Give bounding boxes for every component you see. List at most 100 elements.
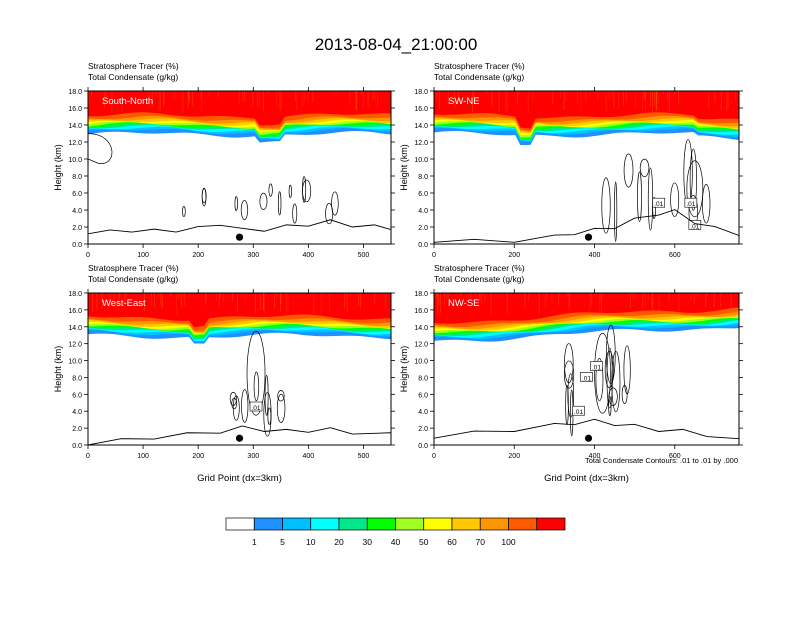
y-tick-label: 2.0 xyxy=(72,426,82,433)
tracer-streak xyxy=(545,293,546,308)
tracer-streak xyxy=(667,91,668,101)
tracer-streak xyxy=(656,91,657,102)
y-tick-label: 2.0 xyxy=(72,225,82,232)
tracer-streak xyxy=(91,91,92,96)
panel-sw-ne: Stratosphere Tracer (%)Total Condensate … xyxy=(399,61,743,259)
tracer-streak xyxy=(181,293,182,307)
x-tick-label: 300 xyxy=(247,252,259,259)
plot-area: .01 xyxy=(88,293,391,445)
tracer-streak xyxy=(654,91,655,106)
y-tick-label: 8.0 xyxy=(418,174,428,181)
tracer-streak xyxy=(707,293,708,297)
tracer-streak xyxy=(335,91,336,96)
tracer-streak xyxy=(375,91,376,102)
tracer-streak xyxy=(358,293,359,306)
tracer-streak xyxy=(668,293,669,301)
x-tick-label: 0 xyxy=(432,252,436,259)
y-tick-label: 14.0 xyxy=(68,123,82,130)
x-tick-label: 400 xyxy=(589,252,601,259)
tracer-streak xyxy=(209,91,210,96)
colorbar-swatch xyxy=(480,518,508,530)
y-tick-label: 4.0 xyxy=(72,208,82,215)
y-tick-label: 2.0 xyxy=(418,225,428,232)
tracer-streak xyxy=(302,91,303,106)
tracer-streak xyxy=(160,91,161,110)
contour-note: Total Condensate Contours: .01 to .01 by… xyxy=(585,456,738,465)
tracer-streak xyxy=(697,293,698,297)
plot-area xyxy=(88,91,391,244)
tracer-streak xyxy=(564,91,565,110)
x-tick-label: 100 xyxy=(137,252,149,259)
tracer-streak xyxy=(257,91,258,107)
panel-label: SW-NE xyxy=(448,96,480,107)
tracer-streak xyxy=(634,293,635,298)
contour-label: .01 xyxy=(654,201,663,208)
tracer-streak xyxy=(581,91,582,113)
tracer-streak xyxy=(237,293,238,312)
tracer-streak xyxy=(491,91,492,104)
tracer-streak xyxy=(484,293,485,301)
tracer-streak xyxy=(635,91,636,109)
y-tick-label: 10.0 xyxy=(68,359,82,366)
y-axis-label: Height (km) xyxy=(53,144,63,191)
tracer-streak xyxy=(731,293,732,309)
y-tick-label: 4.0 xyxy=(418,409,428,416)
y-tick-label: 12.0 xyxy=(68,140,82,147)
x-tick-label: 200 xyxy=(192,252,204,259)
x-axis-label: Grid Point (dx=3km) xyxy=(197,473,282,484)
y-tick-label: 16.0 xyxy=(68,106,82,113)
tracer-streak xyxy=(714,91,715,102)
colorbar-label: 1 xyxy=(252,537,257,547)
tracer-streak xyxy=(219,293,220,307)
tracer-streak xyxy=(201,91,202,111)
tracer-streak xyxy=(357,91,358,103)
tracer-streak xyxy=(164,91,165,104)
colorbar-swatch xyxy=(254,518,282,530)
tracer-streak xyxy=(126,293,127,296)
x-tick-label: 600 xyxy=(669,453,681,460)
colorbar-swatch xyxy=(537,518,565,530)
colorbar-label: 10 xyxy=(306,537,316,547)
y-tick-label: 2.0 xyxy=(418,426,428,433)
colorbar-label: 40 xyxy=(391,537,401,547)
x-tick-label: 200 xyxy=(508,252,520,259)
panel-subtitle-condensate: Total Condensate (g/kg) xyxy=(434,274,524,284)
y-axis-label: Height (km) xyxy=(53,346,63,393)
panel-subtitle-tracer: Stratosphere Tracer (%) xyxy=(434,61,525,71)
tracer-streak xyxy=(162,293,163,308)
panel-label: West-East xyxy=(102,298,146,309)
y-tick-label: 6.0 xyxy=(72,191,82,198)
tracer-streak xyxy=(645,293,646,306)
y-tick-label: 8.0 xyxy=(72,174,82,181)
tracer-streak xyxy=(259,91,260,106)
tracer-streak xyxy=(721,91,722,110)
tracer-streak xyxy=(618,91,619,109)
tracer-streak xyxy=(373,91,374,100)
tracer-streak xyxy=(590,293,591,314)
tracer-streak xyxy=(642,91,643,110)
colorbar-label: 20 xyxy=(334,537,344,547)
panel-subtitle-condensate: Total Condensate (g/kg) xyxy=(434,72,524,82)
x-tick-label: 200 xyxy=(192,453,204,460)
tracer-streak xyxy=(438,293,439,305)
tracer-streak xyxy=(708,91,709,109)
tracer-streak xyxy=(163,91,164,107)
tracer-streak xyxy=(244,91,245,102)
tracer-streak xyxy=(436,293,437,298)
tracer-streak xyxy=(184,293,185,306)
tracer-streak xyxy=(264,293,265,314)
contour-label: .01 xyxy=(574,409,583,416)
y-tick-label: 16.0 xyxy=(414,106,428,113)
tracer-streak xyxy=(344,293,345,308)
colorbar-swatch xyxy=(339,518,367,530)
tracer-streak xyxy=(586,91,587,102)
tracer-streak xyxy=(260,293,261,310)
tracer-streak xyxy=(652,91,653,112)
tracer-streak xyxy=(626,91,627,101)
colorbar-label: 50 xyxy=(419,537,429,547)
x-tick-label: 300 xyxy=(247,453,259,460)
tracer-streak xyxy=(178,293,179,299)
tracer-streak xyxy=(507,91,508,111)
y-tick-label: 16.0 xyxy=(68,308,82,315)
tracer-streak xyxy=(182,91,183,113)
